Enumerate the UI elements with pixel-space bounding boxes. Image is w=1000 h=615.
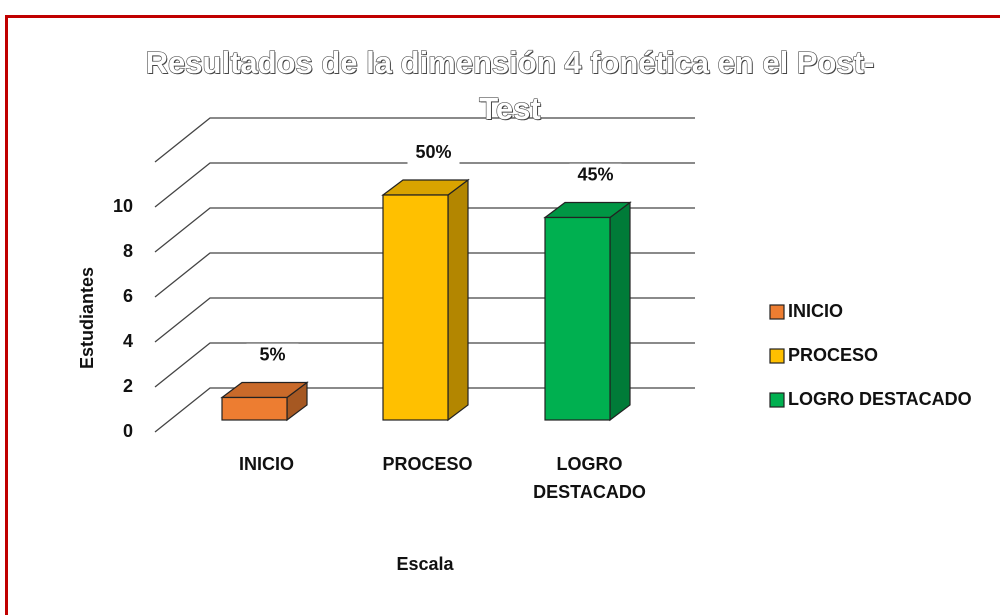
wall-edge [154, 117, 695, 163]
x-tick-label: INICIO [239, 454, 294, 474]
grid-line [154, 342, 695, 388]
y-tick-label: 4 [123, 331, 133, 351]
bar-front [544, 216, 611, 421]
legend-swatch [769, 392, 785, 408]
legend-label: PROCESO [788, 345, 878, 365]
x-tick-label: LOGRO DESTACADO [533, 454, 646, 502]
page: 0 2 4 6 8 10 Estudiantes Escala 5% INICIO INICIO 50… [5, 15, 1000, 615]
bar-front [221, 396, 288, 421]
bar-side [609, 201, 631, 422]
x-tick-label-line: DESTACADO [533, 482, 646, 502]
label-bg [569, 163, 622, 188]
label-bg [407, 141, 460, 165]
bar-side [447, 178, 469, 422]
y-axis-label: Estudiantes [77, 267, 97, 369]
legend-swatch [769, 304, 785, 320]
grid-line [154, 207, 695, 253]
data-label: 50% [415, 142, 451, 162]
legend-label: LOGRO DESTACADO [788, 389, 972, 409]
bar-front [382, 194, 449, 421]
x-tick-label-text: PROCESO [382, 454, 472, 474]
grid-line [154, 297, 695, 343]
chart-title: Resultados de la dimensión 4 fonética en… [145, 44, 875, 126]
frame [5, 15, 1000, 615]
y-tick-label: 8 [123, 241, 133, 261]
label-bg [246, 343, 299, 368]
x-tick-label-text: INICIO [239, 454, 294, 474]
y-tick-label: 10 [113, 196, 133, 216]
x-tick-label: PROCESO [382, 454, 472, 474]
y-tick-label: 0 [123, 421, 133, 441]
legend-label: INICIO [788, 301, 843, 321]
legend-swatch [769, 348, 785, 364]
y-tick-label: 2 [123, 376, 133, 396]
grid-line [154, 252, 695, 298]
grid-line [154, 162, 695, 208]
y-tick-label: 6 [123, 286, 133, 306]
bar [381, 178, 470, 422]
x-axis-label: Escala [396, 554, 454, 574]
chart: 0 2 4 6 8 10 Estudiantes Escala 5% INICIO INICIO 50… [77, 117, 972, 574]
grid-line [154, 387, 695, 433]
bar [543, 201, 632, 422]
data-label: 45% [577, 164, 613, 184]
bar [220, 381, 309, 422]
x-tick-label-line: LOGRO [557, 454, 623, 474]
data-label: 5% [259, 344, 285, 364]
